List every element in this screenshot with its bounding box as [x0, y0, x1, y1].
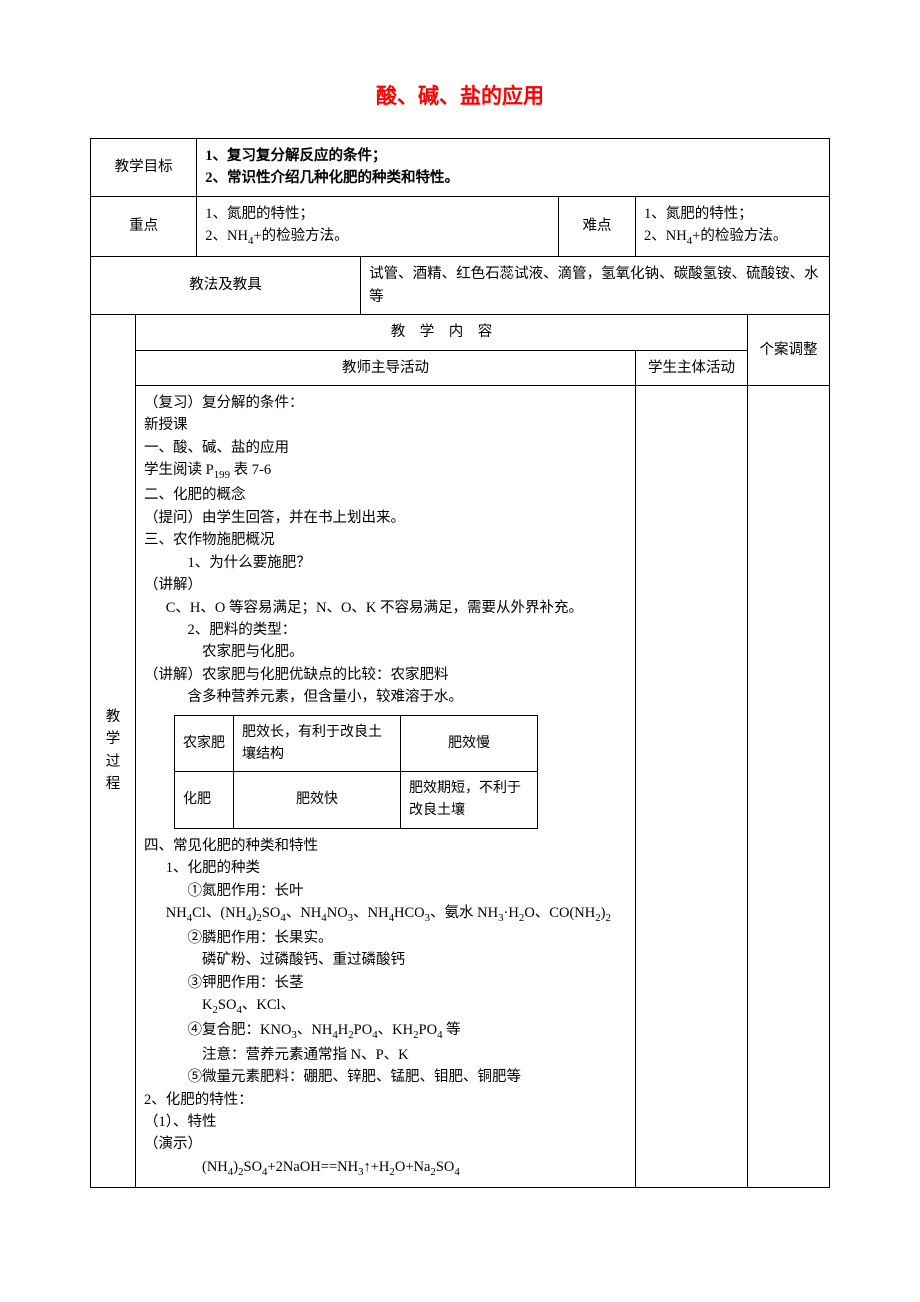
adjust-content — [748, 386, 830, 1188]
goals-content: 1、复习复分解反应的条件； 2、常识性介绍几种化肥的种类和特性。 — [197, 139, 830, 197]
methods-value: 试管、酒精、红色石蕊试液、滴管，氢氧化钠、碳酸氢铵、硫酸铵、水等 — [361, 257, 830, 315]
difficulties-line-2: 2、NH4+的检验方法。 — [644, 228, 787, 244]
line-s3: 三、农作物施肥概况 — [144, 532, 275, 548]
line-s4: 四、常见化肥的种类和特性 — [144, 838, 318, 854]
vlabel-1: 教 — [99, 706, 127, 728]
line-k: ③钾肥作用：长茎 — [144, 972, 627, 994]
line-kind: 1、化肥的种类 — [144, 857, 627, 879]
keypoints-line-1: 1、氮肥的特性； — [205, 206, 314, 222]
line-note: 注意：营养元素通常指 N、P、K — [144, 1044, 627, 1066]
methods-label: 教法及教具 — [91, 257, 361, 315]
process-vertical-label: 教 学 过 程 — [91, 315, 136, 1188]
student-header: 学生主体活动 — [636, 350, 748, 385]
line-explain1: （讲解） — [144, 577, 202, 593]
fertilizer-compare-table: 农家肥 肥效长，有利于改良土壤结构 肥效慢 化肥 肥效快 肥效期短，不利于改良土… — [174, 715, 538, 829]
vlabel-2: 学 — [99, 728, 127, 750]
line-cho: C、H、O 等容易满足；N、O、K 不容易满足，需要从外界补充。 — [144, 597, 627, 619]
line-p: ②膦肥作用：长果实。 — [144, 927, 627, 949]
line-k-formula: K2SO4、KCl、 — [144, 994, 627, 1019]
difficulties-content: 1、氮肥的特性； 2、NH4+的检验方法。 — [636, 196, 830, 256]
inner-r2c3: 肥效期短，不利于改良土壤 — [401, 772, 538, 828]
teacher-content: （复习）复分解的条件： 新授课 一、酸、碱、盐的应用 学生阅读 P199 表 7… — [136, 386, 636, 1188]
line-p-list: 磷矿粉、过磷酸钙、重过磷酸钙 — [144, 949, 627, 971]
line-micro: ⑤微量元素肥料：硼肥、锌肥、锰肥、钼肥、铜肥等 — [144, 1066, 627, 1088]
page: 酸、碱、盐的应用 教学目标 1、复习复分解反应的条件； 2、常识性介绍几种化肥的… — [0, 0, 920, 1228]
goals-line-2: 2、常识性介绍几种化肥的种类和特性。 — [205, 170, 459, 186]
inner-r2c2: 肥效快 — [234, 772, 401, 828]
keypoints-content: 1、氮肥的特性； 2、NH4+的检验方法。 — [197, 196, 559, 256]
line-q1: 1、为什么要施肥？ — [144, 552, 627, 574]
line-compound: ④复合肥：KNO3、NH4H2PO4、KH2PO4 等 — [144, 1019, 627, 1044]
inner-r2c1: 化肥 — [175, 772, 234, 828]
inner-r1c3: 肥效慢 — [401, 715, 538, 771]
line-newclass: 新授课 — [144, 417, 188, 433]
line-read: 学生阅读 P199 表 7-6 — [144, 462, 271, 478]
content-header: 教 学 内 容 — [136, 315, 748, 350]
line-prop: 2、化肥的特性： — [144, 1092, 253, 1108]
goals-line-1: 1、复习复分解反应的条件； — [205, 148, 386, 164]
student-content — [636, 386, 748, 1188]
adjust-header: 个案调整 — [748, 315, 830, 386]
difficulties-line-1: 1、氮肥的特性； — [644, 206, 753, 222]
goals-label: 教学目标 — [91, 139, 197, 197]
line-n-formula: NH4Cl、(NH4)2SO4、NH4NO3、NH4HCO3、氨水 NH3·H2… — [144, 902, 627, 927]
line-equation: (NH4)2SO4+2NaOH==NH3↑+H2O+Na2SO4 — [144, 1156, 627, 1181]
line-s2: 二、化肥的概念 — [144, 487, 246, 503]
line-question: （提问）由学生回答，并在书上划出来。 — [144, 510, 405, 526]
inner-r1c1: 农家肥 — [175, 715, 234, 771]
line-review: （复习）复分解的条件： — [144, 395, 304, 411]
line-compare: 含多种营养元素，但含量小，较难溶于水。 — [144, 686, 627, 708]
difficulties-label: 难点 — [559, 196, 636, 256]
vlabel-4: 程 — [99, 773, 127, 795]
keypoints-line-2: 2、NH4+的检验方法。 — [205, 228, 348, 244]
line-explain2: （讲解）农家肥与化肥优缺点的比较：农家肥料 — [144, 667, 449, 683]
lesson-plan-table: 教学目标 1、复习复分解反应的条件； 2、常识性介绍几种化肥的种类和特性。 重点… — [90, 138, 830, 1188]
vlabel-3: 过 — [99, 751, 127, 773]
line-n: ①氮肥作用：长叶 — [144, 880, 627, 902]
inner-r1c2: 肥效长，有利于改良土壤结构 — [234, 715, 401, 771]
document-title: 酸、碱、盐的应用 — [90, 80, 830, 110]
line-njf: 农家肥与化肥。 — [144, 641, 627, 663]
teacher-header: 教师主导活动 — [136, 350, 636, 385]
line-prop1: （1）、特性 — [144, 1114, 217, 1130]
keypoints-label: 重点 — [91, 196, 197, 256]
line-type: 2、肥料的类型： — [144, 619, 627, 641]
line-s1: 一、酸、碱、盐的应用 — [144, 440, 289, 456]
line-demo: （演示） — [144, 1136, 202, 1152]
